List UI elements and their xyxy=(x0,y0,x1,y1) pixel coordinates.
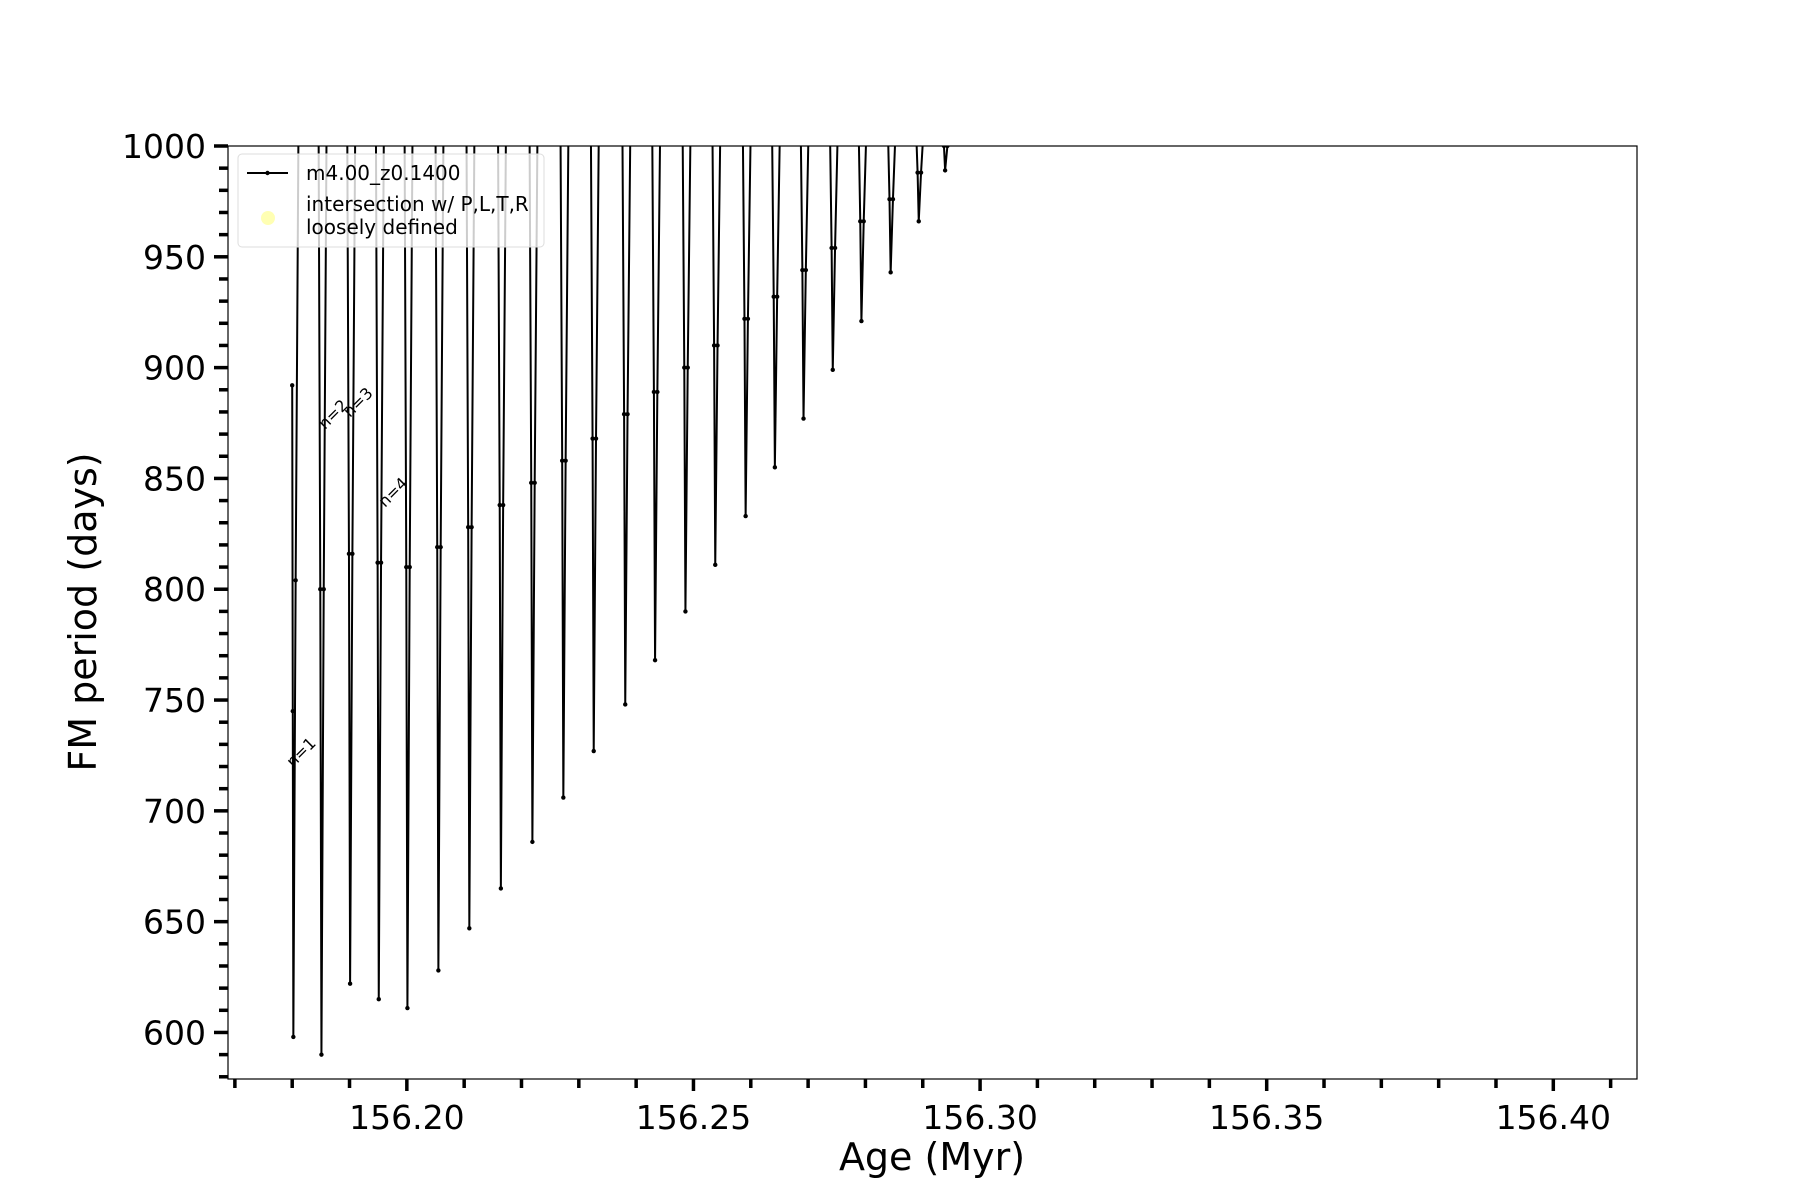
series-point xyxy=(321,587,326,592)
series-point xyxy=(829,245,834,251)
series-point xyxy=(561,795,566,800)
series-point xyxy=(655,389,660,395)
series-point xyxy=(715,343,720,348)
series-point xyxy=(745,316,751,322)
series-point xyxy=(467,926,472,931)
y-tick-label: 650 xyxy=(143,903,206,942)
series-point xyxy=(743,513,748,519)
ticks: 156.20 156.25 156.30 156.35 156.40 600 650 700 7… xyxy=(122,127,1613,1137)
series-point xyxy=(497,502,502,508)
series-point xyxy=(916,219,921,224)
series-point xyxy=(800,267,805,273)
x-tick-label: 156.30 xyxy=(922,1098,1037,1137)
legend: m4.00_z0.1400 intersection w/ P,L,T,Rloos… xyxy=(237,153,545,248)
series-point xyxy=(890,196,896,202)
series-point xyxy=(832,245,838,251)
legend-marker xyxy=(261,211,275,225)
series-point xyxy=(774,294,780,299)
x-tick-label: 156.20 xyxy=(349,1098,464,1137)
series-point xyxy=(290,708,295,714)
series-point xyxy=(319,1052,324,1057)
series-point xyxy=(290,383,295,388)
series-point xyxy=(682,365,687,370)
series-point xyxy=(803,267,809,273)
series-point xyxy=(378,560,384,565)
legend-label: intersection w/ P,L,T,R xyxy=(306,192,529,216)
legend-box xyxy=(237,153,545,248)
series-point xyxy=(711,343,717,348)
y-tick-label: 700 xyxy=(143,792,206,831)
series-point xyxy=(593,436,599,441)
series-point xyxy=(530,839,535,845)
series-point xyxy=(861,219,866,224)
series-point xyxy=(376,997,381,1002)
y-tick-label: 750 xyxy=(143,681,206,720)
series-point xyxy=(529,480,534,486)
y-tick-label: 1000 xyxy=(122,127,206,166)
series-point xyxy=(771,294,776,299)
legend-label: m4.00_z0.1400 xyxy=(306,161,461,185)
series-point xyxy=(915,170,920,175)
series-point xyxy=(772,465,778,470)
series-point xyxy=(375,560,380,565)
series-point xyxy=(404,564,409,570)
series-point xyxy=(713,562,718,568)
series-point xyxy=(591,748,596,754)
series-point xyxy=(438,544,443,550)
series-point xyxy=(652,657,658,663)
y-tick-label: 600 xyxy=(143,1013,206,1052)
y-axis-label: FM period (days) xyxy=(61,452,105,771)
x-tick-label: 156.35 xyxy=(1209,1098,1324,1137)
series-point xyxy=(942,168,948,173)
series-point xyxy=(623,702,628,707)
series-point xyxy=(651,389,657,395)
y-tick-label: 850 xyxy=(143,459,206,498)
series-point xyxy=(498,886,504,891)
y-tick-label: 800 xyxy=(143,570,206,609)
series-point xyxy=(405,1005,410,1011)
x-axis-label: Age (Myr) xyxy=(839,1135,1025,1179)
series-point xyxy=(532,480,537,486)
series-point xyxy=(407,564,412,570)
y-tick-label: 950 xyxy=(143,238,206,277)
series-point xyxy=(830,367,835,373)
series-point xyxy=(563,458,568,463)
series-point xyxy=(918,170,924,175)
series-point xyxy=(887,196,892,202)
series-point xyxy=(435,544,440,550)
series-point xyxy=(469,524,474,530)
series-point xyxy=(559,458,565,463)
series-point xyxy=(590,436,595,441)
series-point xyxy=(436,968,441,973)
series-point xyxy=(683,609,688,614)
series-point xyxy=(888,270,893,275)
series-point xyxy=(346,551,352,556)
x-tick-label: 156.25 xyxy=(636,1098,751,1137)
x-tick-label: 156.40 xyxy=(1496,1098,1611,1137)
series-point xyxy=(347,981,353,986)
series-point xyxy=(859,318,864,324)
series-point xyxy=(801,416,806,421)
series-point xyxy=(293,578,298,583)
series-point xyxy=(500,502,506,508)
legend-marker xyxy=(265,170,270,176)
series-point xyxy=(685,365,690,370)
series-point xyxy=(318,587,323,592)
series-point xyxy=(742,316,747,322)
series-point xyxy=(625,411,630,417)
series-point xyxy=(621,411,627,417)
series-point xyxy=(465,524,471,530)
legend-label: loosely defined xyxy=(306,215,458,239)
series-point xyxy=(291,1034,296,1040)
y-tick-label: 900 xyxy=(143,349,206,388)
series-point xyxy=(858,219,863,224)
series-point xyxy=(350,551,355,556)
